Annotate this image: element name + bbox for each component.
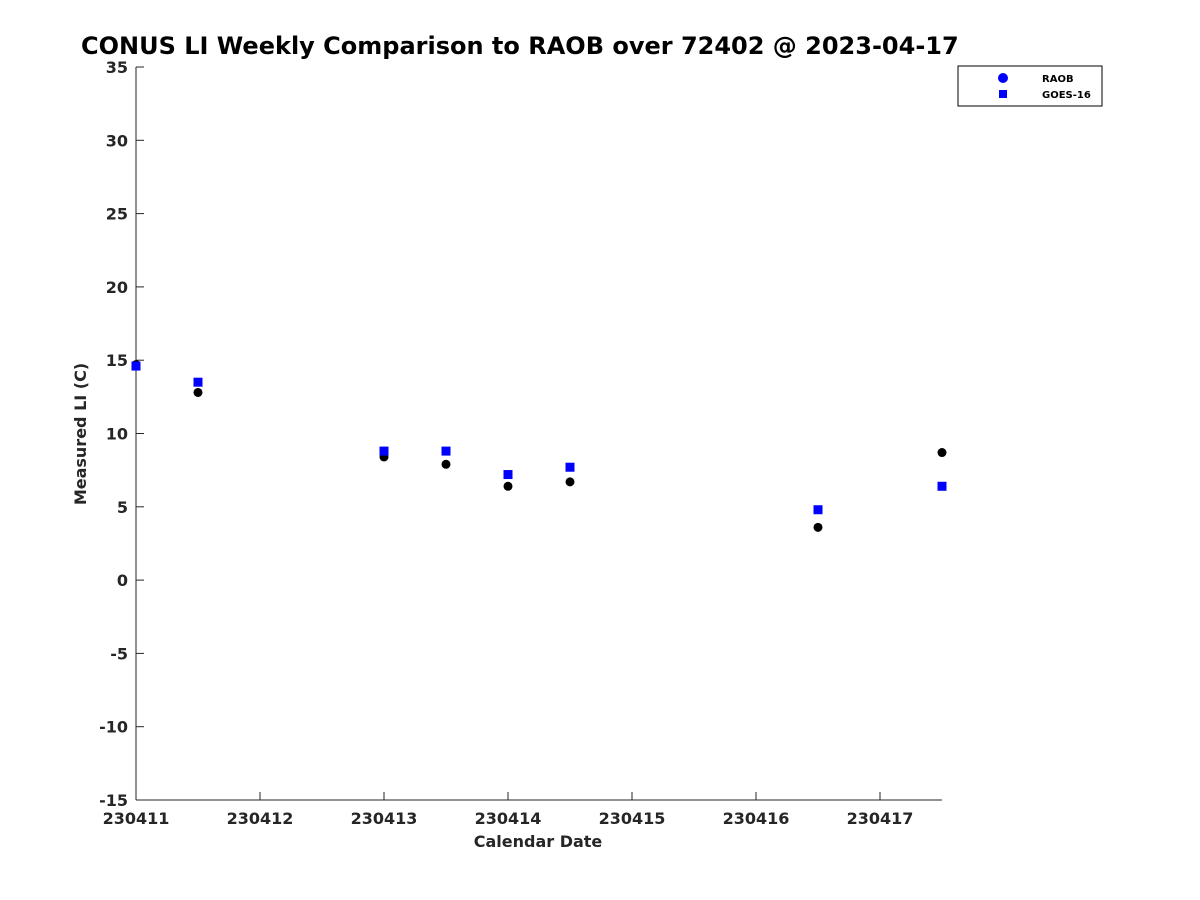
legend: RAOB GOES-16 (957, 65, 1103, 107)
goes16-point (441, 446, 451, 456)
y-tick-label: 35 (106, 58, 128, 77)
x-tick-label: 230414 (475, 809, 542, 828)
legend-box (957, 65, 1103, 107)
legend-raob-label: RAOB (1042, 74, 1074, 85)
data-points (131, 360, 947, 532)
raob-point (813, 522, 823, 532)
legend-goes-marker (999, 90, 1007, 98)
legend-goes-label: GOES-16 (1042, 90, 1091, 101)
goes16-point (937, 481, 947, 491)
raob-point (193, 387, 203, 397)
y-axis-label: Measured LI (C) (71, 363, 90, 505)
x-tick-label: 230416 (723, 809, 790, 828)
y-tick-label: 25 (106, 205, 128, 224)
y-tick-label: 0 (117, 571, 128, 590)
y-tick-label: -15 (99, 791, 128, 810)
y-tick-label: 30 (106, 131, 128, 150)
x-tick-label: 230412 (227, 809, 294, 828)
legend-raob-marker (998, 73, 1008, 83)
y-tick-label: 10 (106, 425, 128, 444)
x-tick-label: 230415 (599, 809, 666, 828)
x-axis-label: Calendar Date (474, 832, 603, 851)
chart-title: CONUS LI Weekly Comparison to RAOB over … (81, 32, 959, 60)
x-tick-label: 230413 (351, 809, 418, 828)
x-tick-label: 230411 (103, 809, 170, 828)
raob-point (503, 481, 513, 491)
axes (135, 67, 942, 801)
goes16-point (565, 462, 575, 472)
y-tick-label: -10 (99, 718, 128, 737)
x-ticks: 230411 230412 230413 230414 230415 230416 2304… (103, 792, 914, 828)
y-tick-label: 20 (106, 278, 128, 297)
goes16-point (813, 505, 823, 515)
y-tick-label: -5 (110, 644, 128, 663)
y-ticks: -15 -10 -5 0 5 10 15 20 25 30 35 (99, 58, 144, 810)
raob-point (441, 459, 451, 469)
raob-point (565, 477, 575, 487)
y-tick-label: 15 (106, 351, 128, 370)
x-tick-label: 230417 (847, 809, 914, 828)
goes16-point (379, 446, 389, 456)
raob-point (937, 448, 947, 458)
y-tick-label: 5 (117, 498, 128, 517)
goes16-point (131, 361, 141, 371)
goes16-point (193, 377, 203, 387)
goes16-point (503, 470, 513, 480)
